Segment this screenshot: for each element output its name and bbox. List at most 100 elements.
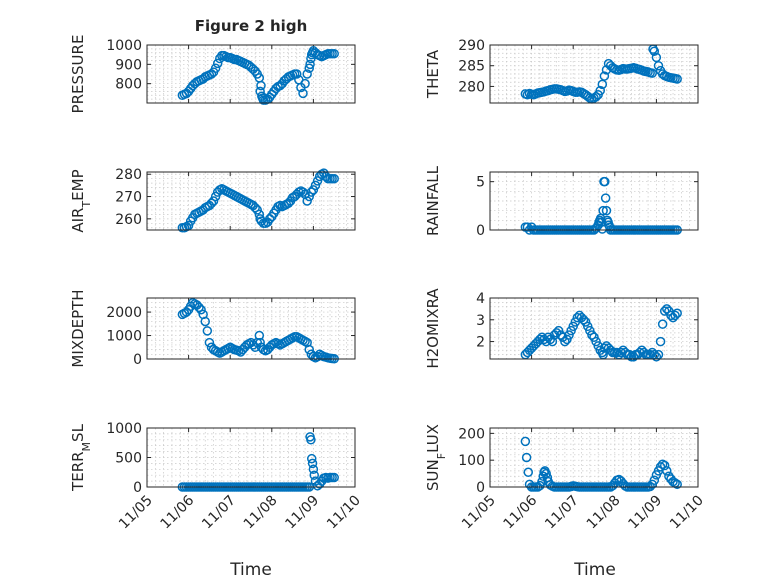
data-point [329, 48, 339, 59]
data-point [206, 198, 217, 208]
data-point [254, 209, 265, 220]
data-point [304, 191, 314, 202]
data-point [562, 334, 572, 345]
data-point [254, 330, 265, 341]
data-point [300, 78, 310, 89]
data-point [308, 464, 319, 475]
data-point [664, 306, 674, 316]
data-point [672, 479, 682, 490]
data-point [672, 308, 682, 318]
y-axis-label: AIRTEMP [69, 169, 93, 232]
y-tick-label: 100 [458, 453, 485, 469]
chart-panel-6: 2 3 4 H2OMIXRA [424, 288, 699, 369]
data-point [304, 63, 314, 73]
data-point [597, 79, 608, 90]
data-point [657, 319, 668, 329]
data-point [598, 205, 608, 216]
data-point [587, 330, 597, 340]
y-tick-label: 3 [476, 313, 485, 329]
x-tick-label: 11/07 [542, 493, 582, 533]
chart-panel-3: 260 270 280 AIRTEMP [69, 167, 356, 233]
y-tick-label: 0 [476, 223, 485, 239]
data-point [659, 460, 670, 471]
series-points [177, 168, 339, 233]
data-point [292, 69, 302, 79]
axis-box [146, 171, 356, 231]
data-point [538, 471, 548, 482]
figure-title: Figure 2 high [195, 17, 308, 35]
data-point [521, 452, 532, 463]
axis-box [146, 427, 356, 488]
series-points [520, 44, 682, 104]
y-tick-label: 500 [115, 451, 142, 467]
chart-panel-7: 0 500 1000 TERRMSL 11/05 11/06 11/07 11/08 11/09… [69, 421, 364, 532]
y-tick-label: 1000 [106, 421, 142, 437]
y-axis-label: SUNFLUX [424, 424, 448, 491]
data-point [212, 58, 223, 69]
data-point [200, 316, 210, 327]
data-point [649, 475, 660, 486]
data-point [210, 191, 221, 202]
y-axis-label: PRESSURE [69, 35, 87, 114]
data-point [657, 459, 668, 469]
x-axis-label-left: Time [229, 560, 272, 580]
y-axis-label: MIXDEPTH [69, 289, 87, 367]
data-point [306, 435, 316, 445]
y-tick-label: 800 [115, 77, 142, 93]
data-point [585, 325, 595, 336]
data-point [547, 336, 558, 347]
y-axis-label: THETA [424, 49, 442, 99]
y-tick-label: 5 [476, 175, 485, 191]
data-point [578, 315, 589, 325]
data-point [560, 336, 570, 347]
data-point [601, 205, 612, 216]
y-tick-label: 2 [476, 335, 485, 351]
data-point [653, 60, 664, 71]
data-point [662, 304, 672, 314]
data-point [523, 467, 534, 477]
axis-box [489, 297, 699, 360]
y-tick-label: 900 [115, 57, 142, 73]
y-tick-label: 200 [458, 426, 485, 442]
data-point [666, 310, 676, 321]
x-tick-label: 11/06 [158, 492, 198, 532]
x-tick-label: 11/09 [282, 493, 322, 533]
axis-box [146, 297, 356, 360]
data-point [616, 347, 626, 358]
y-tick-label: 0 [133, 352, 142, 368]
data-point [304, 344, 314, 355]
x-tick-label: 11/08 [241, 493, 281, 533]
data-point [580, 317, 591, 327]
y-tick-label: 260 [115, 212, 142, 228]
data-point [310, 180, 321, 191]
y-tick-label: 285 [458, 59, 485, 75]
data-point [651, 352, 662, 362]
chart-panel-4: 0 5 RAINFALL [424, 165, 699, 239]
data-point [252, 205, 262, 215]
data-point [647, 68, 657, 78]
data-point [329, 173, 339, 184]
data-point [306, 187, 317, 197]
data-point [210, 63, 221, 73]
data-point [599, 71, 610, 81]
data-point [312, 176, 323, 186]
y-tick-label: 280 [458, 79, 485, 95]
data-point [307, 458, 318, 469]
data-point [250, 202, 260, 213]
data-point [583, 321, 593, 332]
data-point [208, 196, 219, 206]
data-point [670, 310, 680, 321]
data-point [308, 185, 319, 195]
data-point [599, 343, 610, 353]
data-point [202, 326, 213, 336]
data-point [309, 470, 319, 480]
y-tick-label: 270 [115, 190, 142, 206]
x-tick-label: 11/10 [324, 493, 364, 533]
series-points [177, 46, 339, 105]
chart-panel-1: 800 900 1000 PRESSURE [69, 35, 356, 114]
y-axis-label: TERRMSL [69, 423, 93, 492]
y-tick-label: 290 [458, 38, 485, 54]
data-point [305, 59, 315, 70]
series-points [177, 297, 339, 364]
data-point [600, 193, 611, 203]
